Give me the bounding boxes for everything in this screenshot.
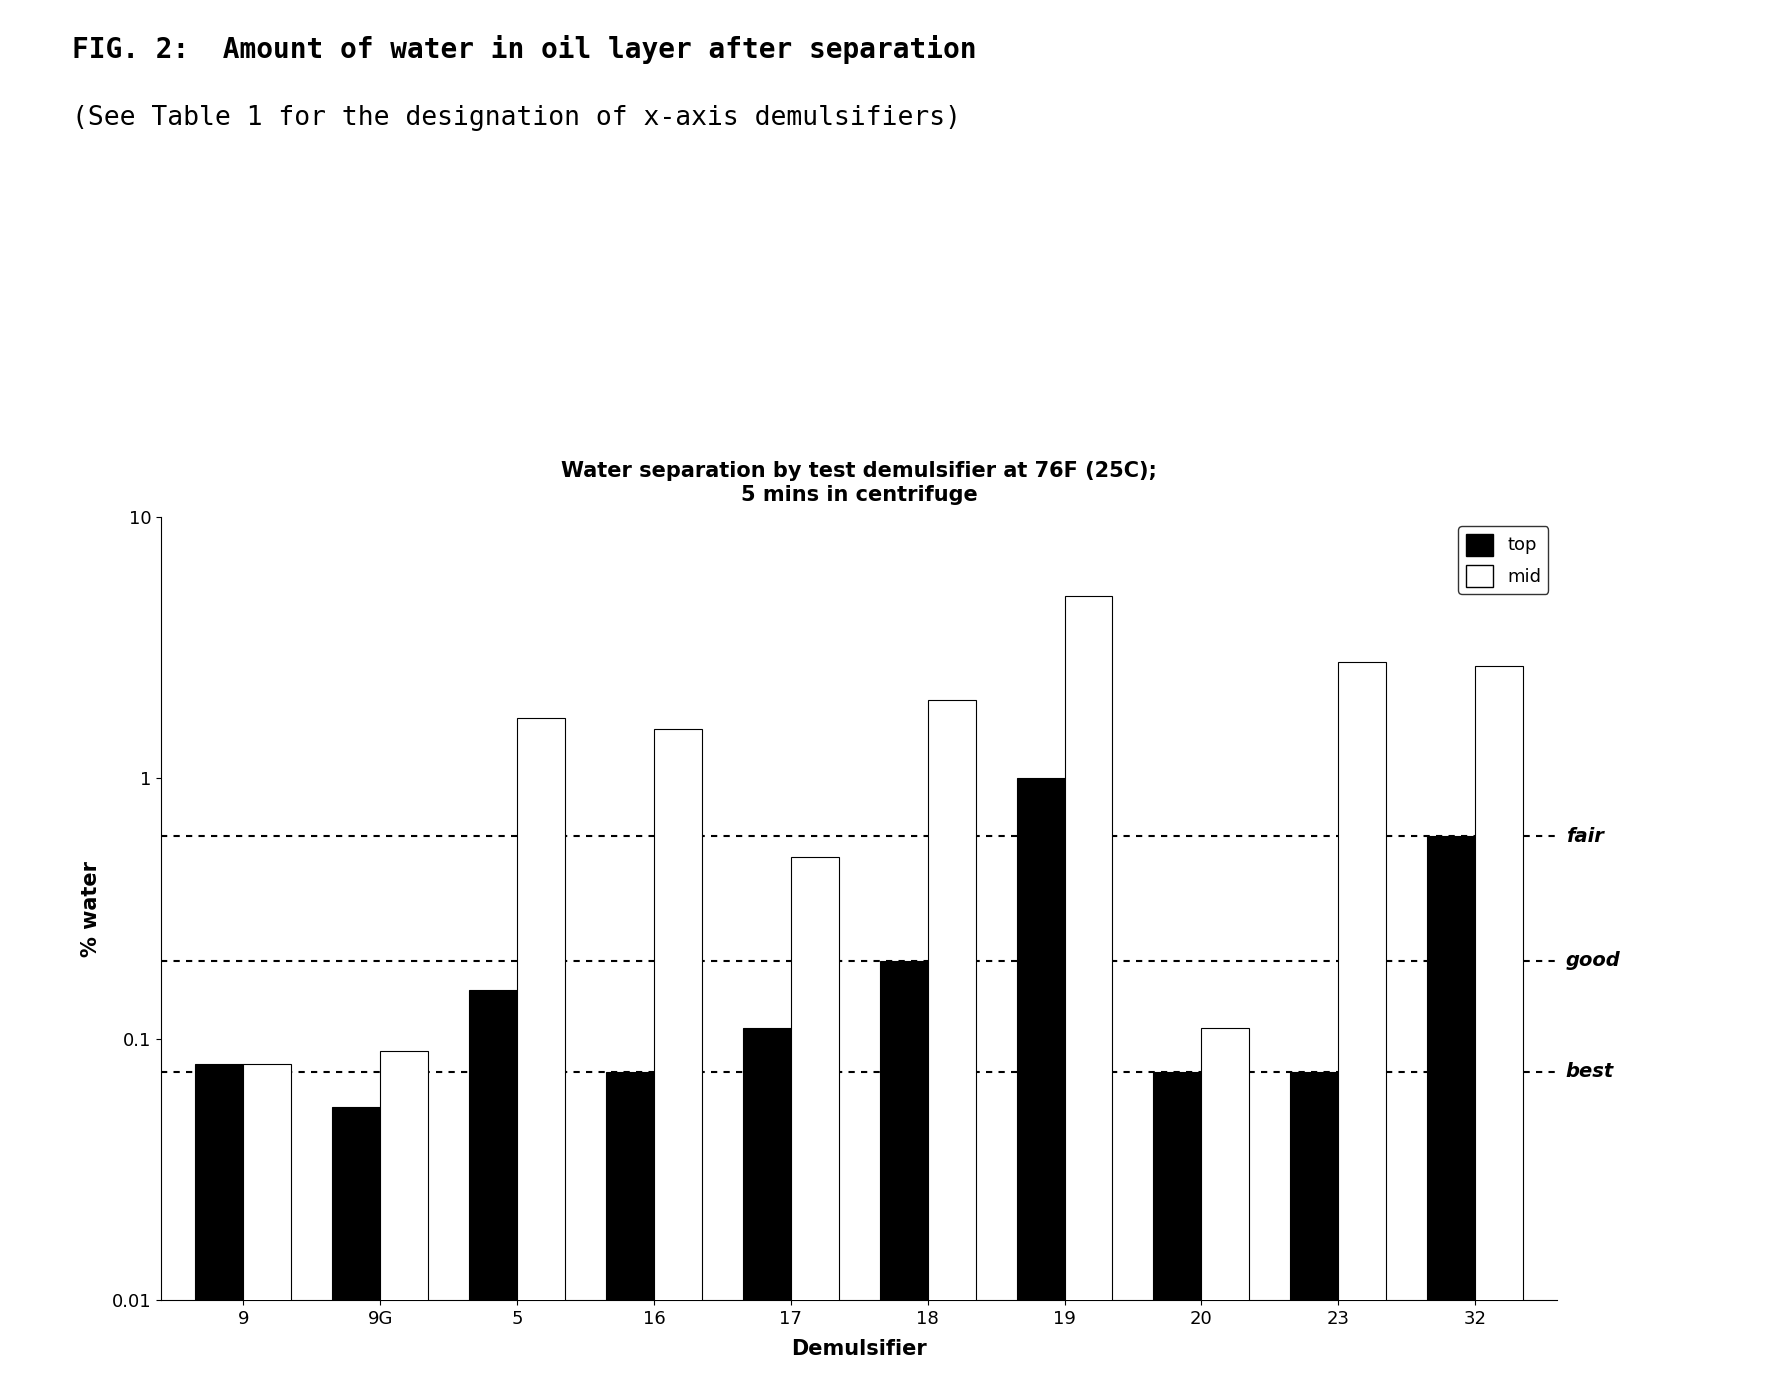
Bar xyxy=(1064,596,1111,1398)
Text: best: best xyxy=(1565,1062,1614,1081)
Bar xyxy=(606,1072,653,1398)
Bar xyxy=(379,1051,428,1398)
Legend: top, mid: top, mid xyxy=(1458,526,1547,594)
Bar xyxy=(1426,836,1474,1398)
Text: (See Table 1 for the designation of x-axis demulsifiers): (See Table 1 for the designation of x-ax… xyxy=(72,105,961,131)
Bar xyxy=(469,990,517,1398)
Text: fair: fair xyxy=(1565,826,1603,846)
Y-axis label: % water: % water xyxy=(81,861,100,956)
Bar xyxy=(742,1029,791,1398)
Bar xyxy=(1016,779,1064,1398)
Bar xyxy=(927,699,975,1398)
Bar xyxy=(195,1064,243,1398)
Bar xyxy=(1200,1029,1249,1398)
Bar xyxy=(653,728,701,1398)
Bar xyxy=(791,857,839,1398)
Bar xyxy=(517,719,565,1398)
Bar xyxy=(1474,665,1522,1398)
Text: good: good xyxy=(1565,951,1619,970)
Bar xyxy=(1338,661,1385,1398)
Text: FIG. 2:  Amount of water in oil layer after separation: FIG. 2: Amount of water in oil layer aft… xyxy=(72,35,975,64)
Bar xyxy=(333,1107,379,1398)
X-axis label: Demulsifier: Demulsifier xyxy=(791,1339,927,1359)
Title: Water separation by test demulsifier at 76F (25C);
5 mins in centrifuge: Water separation by test demulsifier at … xyxy=(562,461,1156,505)
Bar xyxy=(1152,1072,1200,1398)
Bar xyxy=(878,960,927,1398)
Bar xyxy=(243,1064,292,1398)
Bar xyxy=(1290,1072,1338,1398)
